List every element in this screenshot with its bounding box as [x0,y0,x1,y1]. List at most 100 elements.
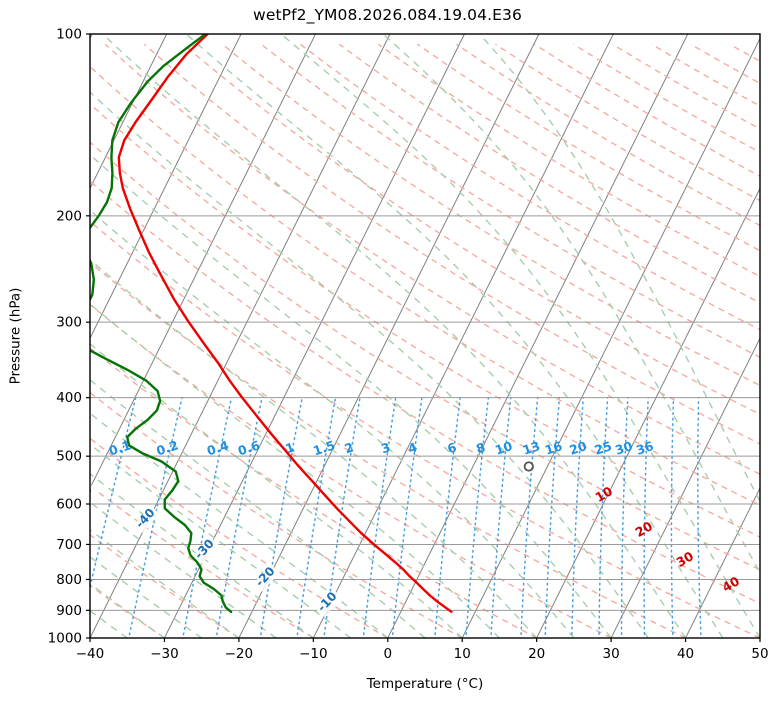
sounding-profiles [90,34,534,614]
mixing-ratio-label: 30 [613,438,634,458]
moist-adiabat-line [90,209,575,638]
isotherm-line [90,34,242,340]
mixing-ratio-line [643,396,649,638]
svg-text:13: 13 [521,438,542,458]
isotherm-line [461,37,760,638]
mixing-ratio-line [362,396,397,638]
mixing-ratio-line [323,396,361,638]
y-tick-label: 400 [56,390,82,406]
mixing-ratio-line [215,396,263,638]
svg-text:20: 20 [567,438,588,458]
mixing-ratio-line [259,396,303,638]
mixing-ratio-line [296,396,337,638]
svg-text:0.4: 0.4 [205,437,231,458]
dry-adiabat-line [769,44,775,638]
isotherm-line [759,636,760,638]
mixing-ratio-label: 0.6 [236,437,262,458]
y-tick-label: 200 [56,208,82,224]
mixing-ratio-line [434,396,461,638]
isotherm-line [536,187,760,638]
mixing-ratio-label: 20 [567,438,588,458]
mixing-ratio-label: 0.1 [107,437,133,458]
x-tick-label: 30 [603,646,620,662]
background-grid-lines [90,34,775,638]
dry-adiabat-line [221,43,760,387]
dry-adiabat-line [143,43,760,445]
x-tick-label: 0 [383,646,392,662]
mixing-ratio-label: 0.4 [205,437,231,458]
mixing-ratio-label: 25 [592,438,613,458]
mixing-ratio-line [670,396,675,638]
isotherm-line [90,34,168,190]
y-tick-label: 800 [56,572,82,588]
x-tick-label: −30 [150,646,179,662]
mixing-ratio-line [544,396,561,638]
moist-adiabat-line [90,342,463,638]
y-tick-label: 700 [56,537,82,553]
mixing-ratio-line [128,396,183,638]
isotherm-line [312,34,614,638]
x-axis-label: Temperature (°C) [366,676,484,692]
moist-adiabat-line [90,379,426,638]
svg-text:10: 10 [493,438,514,458]
mixing-ratio-label: 16 [543,438,564,458]
plot-background [90,34,760,638]
x-tick-label: −20 [225,646,254,662]
svg-text:36: 36 [634,438,655,458]
isotherm-line [387,34,689,638]
mixing-ratio-label: 10 [493,438,514,458]
dry-adiabat-line [90,437,389,638]
dry-adiabat-line [90,347,537,638]
x-tick-label: 10 [454,646,471,662]
svg-text:0.6: 0.6 [236,437,262,458]
svg-text:25: 25 [592,438,613,458]
temperature-profile-line [117,34,453,614]
svg-text:0.1: 0.1 [107,437,133,458]
plot-border [89,33,761,639]
dry-adiabat-line [182,43,760,416]
moist-adiabat-line [90,258,538,638]
dry-adiabat-line [339,43,760,304]
moist-adiabat-line [90,443,351,638]
moist-adiabat-line [279,34,760,638]
x-tick-label: 50 [751,646,768,662]
mixing-ratio-label: 36 [634,438,655,458]
dry-adiabat-line [90,485,314,638]
svg-text:1.5: 1.5 [311,437,337,458]
mixing-ratio-line [697,396,702,638]
mixing-ratio-line [465,396,490,638]
svg-text:30: 30 [613,438,634,458]
dry-adiabat-line [299,43,760,331]
x-tick-label: −40 [76,646,105,662]
moist-adiabat-line [90,153,612,638]
dry-adiabat-line [90,141,760,571]
mixing-ratio-line [391,396,423,638]
y-tick-label: 500 [56,449,82,465]
isotherm-line [238,34,540,638]
isotherm-line [90,34,317,490]
y-tick-label: 600 [56,497,82,513]
lcl-marker [523,461,534,472]
isotherm-line [685,487,760,638]
dry-adiabat-line [104,43,760,475]
dry-adiabat-line [90,180,760,605]
y-tick-label: 100 [56,27,82,43]
x-tick-label: 40 [677,646,694,662]
dry-adiabat-line [90,65,760,506]
page-title: wetPf2_YM08.2026.084.19.04.E36 [253,6,522,24]
svg-text:0.2: 0.2 [154,437,180,458]
mixing-ratio-line [90,396,137,591]
svg-text:16: 16 [543,438,564,458]
y-tick-label: 300 [56,315,82,331]
y-tick-label: 900 [56,603,82,619]
dry-adiabat-line [90,303,612,638]
x-tick-label: −10 [299,646,328,662]
mixing-ratio-line [620,396,629,638]
moist-adiabat-line [90,91,649,638]
mixing-ratio-line [571,396,585,638]
dewpoint-profile-line [90,34,233,614]
y-tick-label: 1000 [48,631,82,647]
mixing-ratio-line [490,396,512,638]
